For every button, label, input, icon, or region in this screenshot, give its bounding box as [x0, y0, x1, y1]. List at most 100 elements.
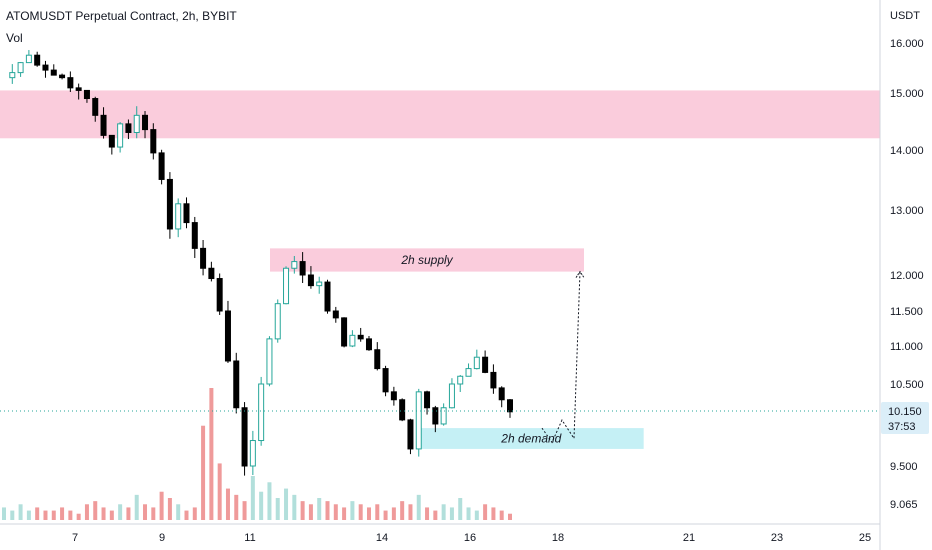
volume-bar [350, 501, 355, 520]
volume-bar [400, 501, 405, 520]
projection-arrowhead [575, 270, 585, 278]
volume-bar [416, 494, 421, 520]
last-price-value: 10.150 [888, 406, 922, 418]
candle-body [424, 391, 431, 409]
candle-body [249, 440, 256, 467]
price-tick-label: 13.000 [890, 205, 924, 217]
candle-body [316, 281, 323, 287]
volume-bar [93, 501, 98, 520]
price-tick-label: 12.000 [890, 270, 924, 282]
candle-body [365, 338, 372, 351]
volume-bar [391, 507, 396, 520]
supply-zone-label: 2h supply [400, 253, 453, 267]
candle-body [266, 338, 273, 385]
volume-bar [499, 510, 504, 520]
volume-bar [18, 504, 23, 520]
volume-indicator-label: Vol [6, 31, 23, 45]
candle-body [507, 399, 513, 413]
volume-bar [35, 507, 40, 520]
volume-bar [134, 494, 139, 520]
last-price-tag: 10.150 37:53 [881, 402, 929, 434]
time-tick-label: 16 [464, 532, 476, 544]
candle-body [183, 203, 190, 224]
candle-body [34, 54, 41, 66]
candle-body [440, 407, 447, 425]
volume-bar [101, 507, 106, 520]
candle-body [208, 267, 215, 280]
volume-bar [441, 504, 446, 520]
candle-body [283, 267, 290, 305]
volume-bar [333, 504, 338, 520]
candle-body [224, 310, 231, 362]
candle-body [341, 317, 348, 347]
volume-bar [375, 504, 380, 520]
time-tick-label: 11 [244, 532, 255, 544]
candle-body [158, 152, 165, 180]
candle-body [415, 391, 422, 450]
candle-countdown: 37:53 [888, 421, 916, 433]
candle-body [374, 349, 381, 370]
volume-bar [358, 504, 363, 520]
candle-body [332, 310, 339, 319]
volume-bar [225, 488, 230, 520]
candle-body [291, 261, 298, 269]
volume-bar [300, 501, 305, 520]
volume-bar [474, 510, 479, 520]
volume-bar [143, 504, 148, 520]
volume-bar [109, 510, 114, 520]
chart-title: ATOMUSDT Perpetual Contract, 2h, BYBIT [6, 9, 237, 23]
volume-bar [26, 510, 31, 520]
candle-body [42, 64, 49, 71]
candle-body [216, 278, 223, 312]
volume-bar [167, 498, 172, 520]
candle-body [357, 334, 364, 340]
volume-bar [275, 498, 280, 520]
volume-bar [383, 510, 388, 520]
volume-bar [292, 494, 297, 520]
volume-bar [284, 488, 289, 520]
price-tick-label: 9.500 [890, 461, 918, 473]
volume-bar [308, 504, 313, 520]
candle-body [67, 77, 74, 89]
candle-body [117, 123, 124, 148]
projection-path [541, 271, 581, 444]
candle-body [108, 134, 115, 148]
time-tick-label: 21 [683, 532, 695, 544]
volume-bar [449, 507, 454, 520]
volume-bar [366, 507, 371, 520]
candle-body [349, 334, 356, 347]
candle-body [100, 114, 107, 136]
volume-bar [51, 510, 56, 520]
volume-bar [176, 504, 181, 520]
candle-body [457, 375, 464, 385]
candle-body [150, 129, 157, 154]
volume-bar [466, 507, 471, 520]
candle-body [125, 123, 132, 133]
volume-bar [159, 491, 164, 520]
volume-bar [433, 510, 438, 520]
candle-body [465, 368, 472, 377]
time-tick-label: 25 [859, 532, 871, 544]
volume-bar [508, 513, 512, 520]
price-tick-label: 15.000 [890, 88, 924, 100]
volume-bar [184, 510, 189, 520]
demand-zone [419, 428, 644, 449]
volume-bar [217, 463, 222, 520]
candle-body [25, 54, 32, 64]
volume-bar [2, 507, 6, 520]
volume-bar [68, 510, 73, 520]
time-tick-label: 14 [376, 532, 388, 544]
candle-body [92, 98, 99, 116]
zones-layer: 2h supply 2h demand [0, 90, 880, 449]
volume-bar [491, 507, 496, 520]
volume-bar [242, 501, 247, 520]
volume-bar [76, 513, 81, 520]
price-axis[interactable]: 16.000 15.000 14.000 13.000 12.000 11.500 11.0… [890, 38, 924, 511]
candle-body [390, 391, 397, 401]
projection-layer [541, 270, 585, 444]
time-tick-label: 7 [72, 532, 78, 544]
volume-bar [201, 425, 206, 520]
volume-bar [126, 507, 131, 520]
time-axis[interactable]: 7 9 11 14 16 18 21 23 25 [72, 532, 871, 544]
